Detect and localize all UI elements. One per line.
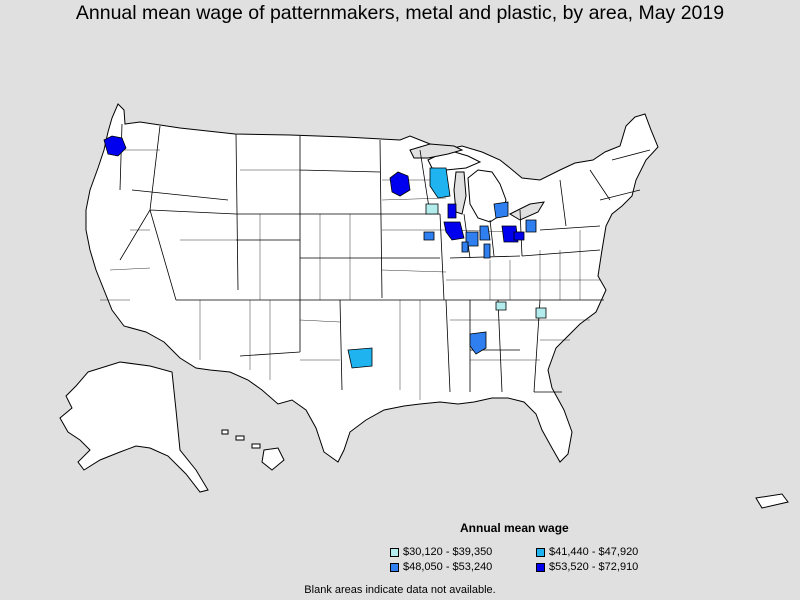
area-indiana-2 — [479, 225, 491, 241]
area-michigan-east — [493, 201, 509, 219]
alaska-outline — [59, 361, 209, 493]
area-chicago — [443, 221, 465, 241]
area-wisconsin-north — [429, 167, 451, 199]
area-alabama — [469, 331, 487, 355]
legend-swatch-2 — [536, 547, 545, 557]
legend-swatch-1 — [390, 547, 399, 557]
legend-label-3: $48,050 - $53,240 — [403, 561, 493, 573]
area-illinois-south — [461, 241, 469, 253]
map-title: Annual mean wage of patternmakers, metal… — [75, 2, 725, 24]
footnote: Blank areas indicate data not available. — [304, 584, 496, 596]
lake-erie — [508, 201, 545, 221]
legend-label-4: $53,520 - $72,910 — [549, 561, 639, 573]
area-nc-pale — [535, 307, 547, 319]
hawaii-islands — [221, 429, 285, 471]
legend-label-1: $30,120 - $39,350 — [403, 546, 493, 558]
area-milwaukee — [447, 203, 457, 219]
lake-michigan — [453, 171, 467, 215]
puerto-rico-outline — [755, 493, 789, 509]
area-indiana-1 — [465, 231, 479, 247]
legend-item-2: $41,440 - $47,920 — [536, 546, 638, 558]
county-lines — [100, 149, 600, 400]
area-cleveland — [525, 219, 537, 233]
area-dallas — [347, 347, 373, 369]
legend-label-2: $41,440 - $47,920 — [549, 546, 639, 558]
area-ohio-east — [513, 231, 525, 241]
area-portland — [103, 135, 127, 157]
lake-superior — [409, 143, 464, 159]
legend-swatch-4 — [536, 562, 545, 572]
legend-item-1: $30,120 - $39,350 — [390, 546, 492, 558]
area-indiana-3 — [483, 243, 491, 259]
legend-swatch-3 — [390, 562, 399, 572]
contiguous-us-outline — [85, 103, 659, 463]
area-kentucky-pale — [495, 301, 507, 311]
legend-title: Annual mean wage — [460, 521, 569, 535]
area-wisconsin-pale — [425, 203, 439, 215]
area-iowa — [423, 231, 435, 241]
legend-item-4: $53,520 - $72,910 — [536, 561, 638, 573]
legend-item-3: $48,050 - $53,240 — [390, 561, 492, 573]
area-minneapolis — [389, 171, 411, 197]
